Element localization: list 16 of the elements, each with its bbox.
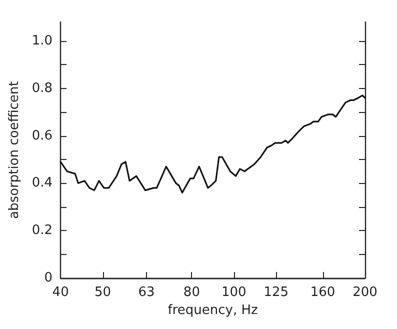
- x-tick-label: 80: [183, 285, 200, 300]
- y-tick-label: 0.8: [32, 80, 53, 96]
- y-tick-label: 0.4: [32, 176, 53, 191]
- x-tick-label: 125: [264, 285, 289, 300]
- x-axis-title: frequency, Hz: [168, 303, 258, 318]
- x-tick-label: 50: [94, 285, 112, 300]
- x-tick-label: 100: [221, 285, 246, 300]
- x-tick-label: 160: [310, 285, 336, 300]
- y-axis-title: absorption coefficent: [7, 81, 22, 219]
- x-tick-label: 40: [52, 285, 69, 300]
- y-tick-label: 1.0: [32, 33, 53, 48]
- y-tick-label: 0.2: [32, 223, 53, 238]
- x-tick-label: 200: [352, 285, 378, 300]
- y-tick-label: 0: [44, 270, 53, 286]
- x-tick-label: 63: [138, 285, 155, 300]
- y-tick-label: 0.6: [32, 128, 53, 144]
